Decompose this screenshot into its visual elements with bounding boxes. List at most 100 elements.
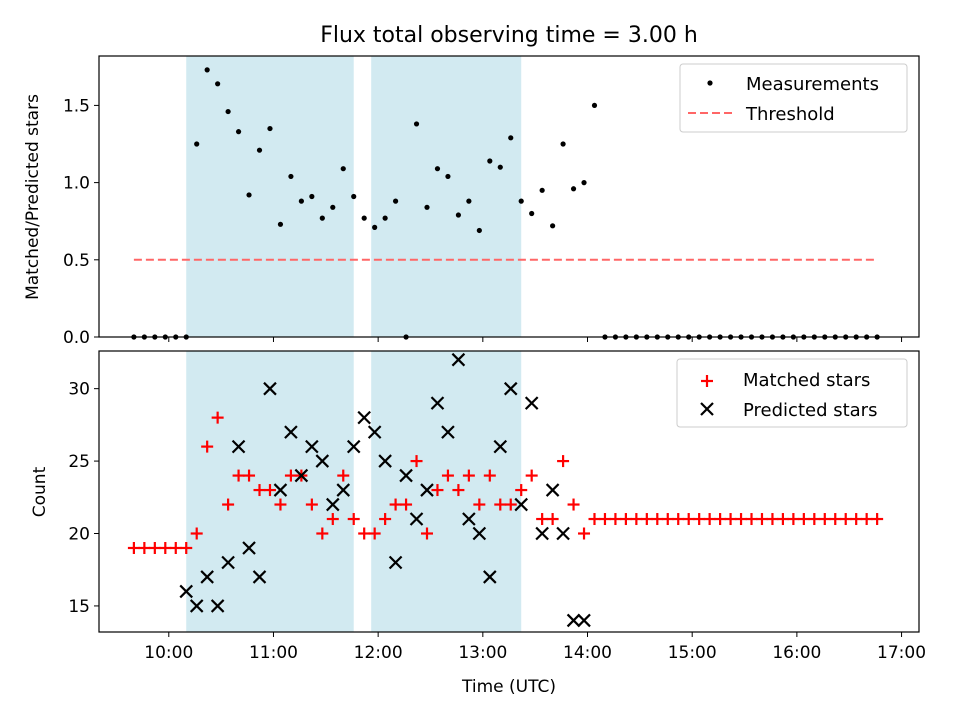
predicted-star-point xyxy=(305,439,319,454)
y-tick-label: 30 xyxy=(68,380,90,400)
predicted-star-point xyxy=(399,468,413,483)
bottom-plot-area xyxy=(127,352,884,628)
matched-star-point xyxy=(284,469,297,482)
measurement-point xyxy=(340,166,346,172)
predicted-star-point xyxy=(524,396,539,410)
measurement-point xyxy=(298,198,304,204)
x-tick-label: 13:00 xyxy=(458,643,507,663)
shaded-observing-span xyxy=(371,351,522,632)
matched-star-point xyxy=(850,513,863,526)
measurement-point xyxy=(225,108,231,115)
matched-star-point xyxy=(787,513,800,526)
predicted-star-point xyxy=(242,541,256,555)
top-shaded-regions xyxy=(186,56,522,337)
predicted-star-point xyxy=(263,381,277,396)
predicted-star-point xyxy=(346,439,361,454)
predicted-star-point xyxy=(367,425,382,439)
matched-star-point xyxy=(745,513,758,526)
y-tick-label: 15 xyxy=(68,597,90,617)
measurement-point xyxy=(351,193,357,200)
predicted-star-point xyxy=(420,483,434,497)
measurement-point xyxy=(382,215,388,221)
predicted-star-point xyxy=(284,425,298,439)
x-tick-label: 16:00 xyxy=(772,643,821,663)
predicted-star-point xyxy=(189,599,204,613)
predicted-star-point xyxy=(231,439,246,454)
matched-star-point xyxy=(766,513,779,526)
predicted-star-point xyxy=(326,497,340,512)
matched-star-point xyxy=(222,498,235,511)
predicted-star-point xyxy=(357,410,371,425)
matched-star-point xyxy=(808,513,821,526)
matched-star-point xyxy=(473,498,486,511)
measurement-point xyxy=(392,198,399,204)
matched-star-point xyxy=(515,484,528,497)
measurement-point xyxy=(518,198,524,204)
matched-star-point xyxy=(871,513,884,526)
top-legend: Measurements Threshold xyxy=(679,63,908,133)
matched-star-point xyxy=(703,513,716,526)
measurement-point xyxy=(466,198,472,204)
predicted-star-point xyxy=(493,439,508,454)
measurement-point xyxy=(550,223,556,229)
matched-star-point xyxy=(525,469,538,482)
measurement-point xyxy=(476,227,482,234)
bottom-legend-box xyxy=(676,358,908,428)
matched-star-point xyxy=(452,484,465,497)
predicted-star-point xyxy=(294,468,309,483)
matched-star-point xyxy=(337,469,350,482)
bottom-y-ticks: 15 20 25 30 xyxy=(68,380,99,617)
matched-star-point xyxy=(127,541,140,554)
matched-star-point xyxy=(818,513,831,526)
matched-star-point xyxy=(326,513,339,526)
measurement-point xyxy=(372,224,378,230)
x-tick-label: 14:00 xyxy=(563,643,612,663)
legend-measurements-label: Measurements xyxy=(746,74,879,95)
measurement-point xyxy=(497,164,503,170)
top-y-ticks: 0.0 0.5 1.0 1.5 xyxy=(63,96,99,348)
matched-star-point xyxy=(389,498,402,511)
measurement-point xyxy=(361,215,367,221)
x-tick-label: 11:00 xyxy=(249,643,298,663)
matched-star-point xyxy=(755,513,768,526)
predicted-star-point xyxy=(409,512,424,526)
matched-star-point xyxy=(431,484,444,497)
measurement-point xyxy=(581,180,587,186)
matched-star-point xyxy=(546,513,559,526)
legend-predicted-marker xyxy=(700,402,714,416)
matched-star-point xyxy=(630,513,643,526)
predicted-star-point xyxy=(483,570,497,584)
matched-star-point xyxy=(714,513,727,526)
measurement-point xyxy=(539,187,545,193)
matched-star-point xyxy=(776,513,789,526)
bottom-legend: Matched stars Predicted stars xyxy=(676,358,908,428)
predicted-star-point xyxy=(336,483,351,497)
matched-star-point xyxy=(797,513,810,526)
chart-title: Flux total observing time = 3.00 h xyxy=(320,23,698,48)
matched-star-point xyxy=(609,513,622,526)
matched-star-point xyxy=(682,513,695,526)
measurement-point xyxy=(434,166,441,172)
y-tick-label: 20 xyxy=(68,525,90,545)
predicted-star-point xyxy=(556,526,570,541)
matched-star-point xyxy=(347,513,360,526)
measurement-point xyxy=(560,141,566,147)
predicted-star-point xyxy=(210,599,225,613)
matched-star-point xyxy=(557,455,570,468)
matched-star-point xyxy=(693,513,706,526)
measurement-point xyxy=(508,135,514,141)
matched-star-point xyxy=(724,513,737,526)
matched-star-point xyxy=(829,513,842,526)
matched-star-point xyxy=(201,440,214,453)
matched-star-point xyxy=(651,513,664,526)
matched-star-point xyxy=(180,541,193,554)
y-tick-label: 0.0 xyxy=(63,328,90,348)
matched-star-point xyxy=(494,498,507,511)
measurement-point xyxy=(267,125,273,132)
y-tick-label: 1.5 xyxy=(63,96,90,116)
matched-star-point xyxy=(232,469,245,482)
predicted-star-point xyxy=(451,352,466,367)
measurement-point xyxy=(529,210,535,217)
predicted-star-point xyxy=(462,512,476,526)
